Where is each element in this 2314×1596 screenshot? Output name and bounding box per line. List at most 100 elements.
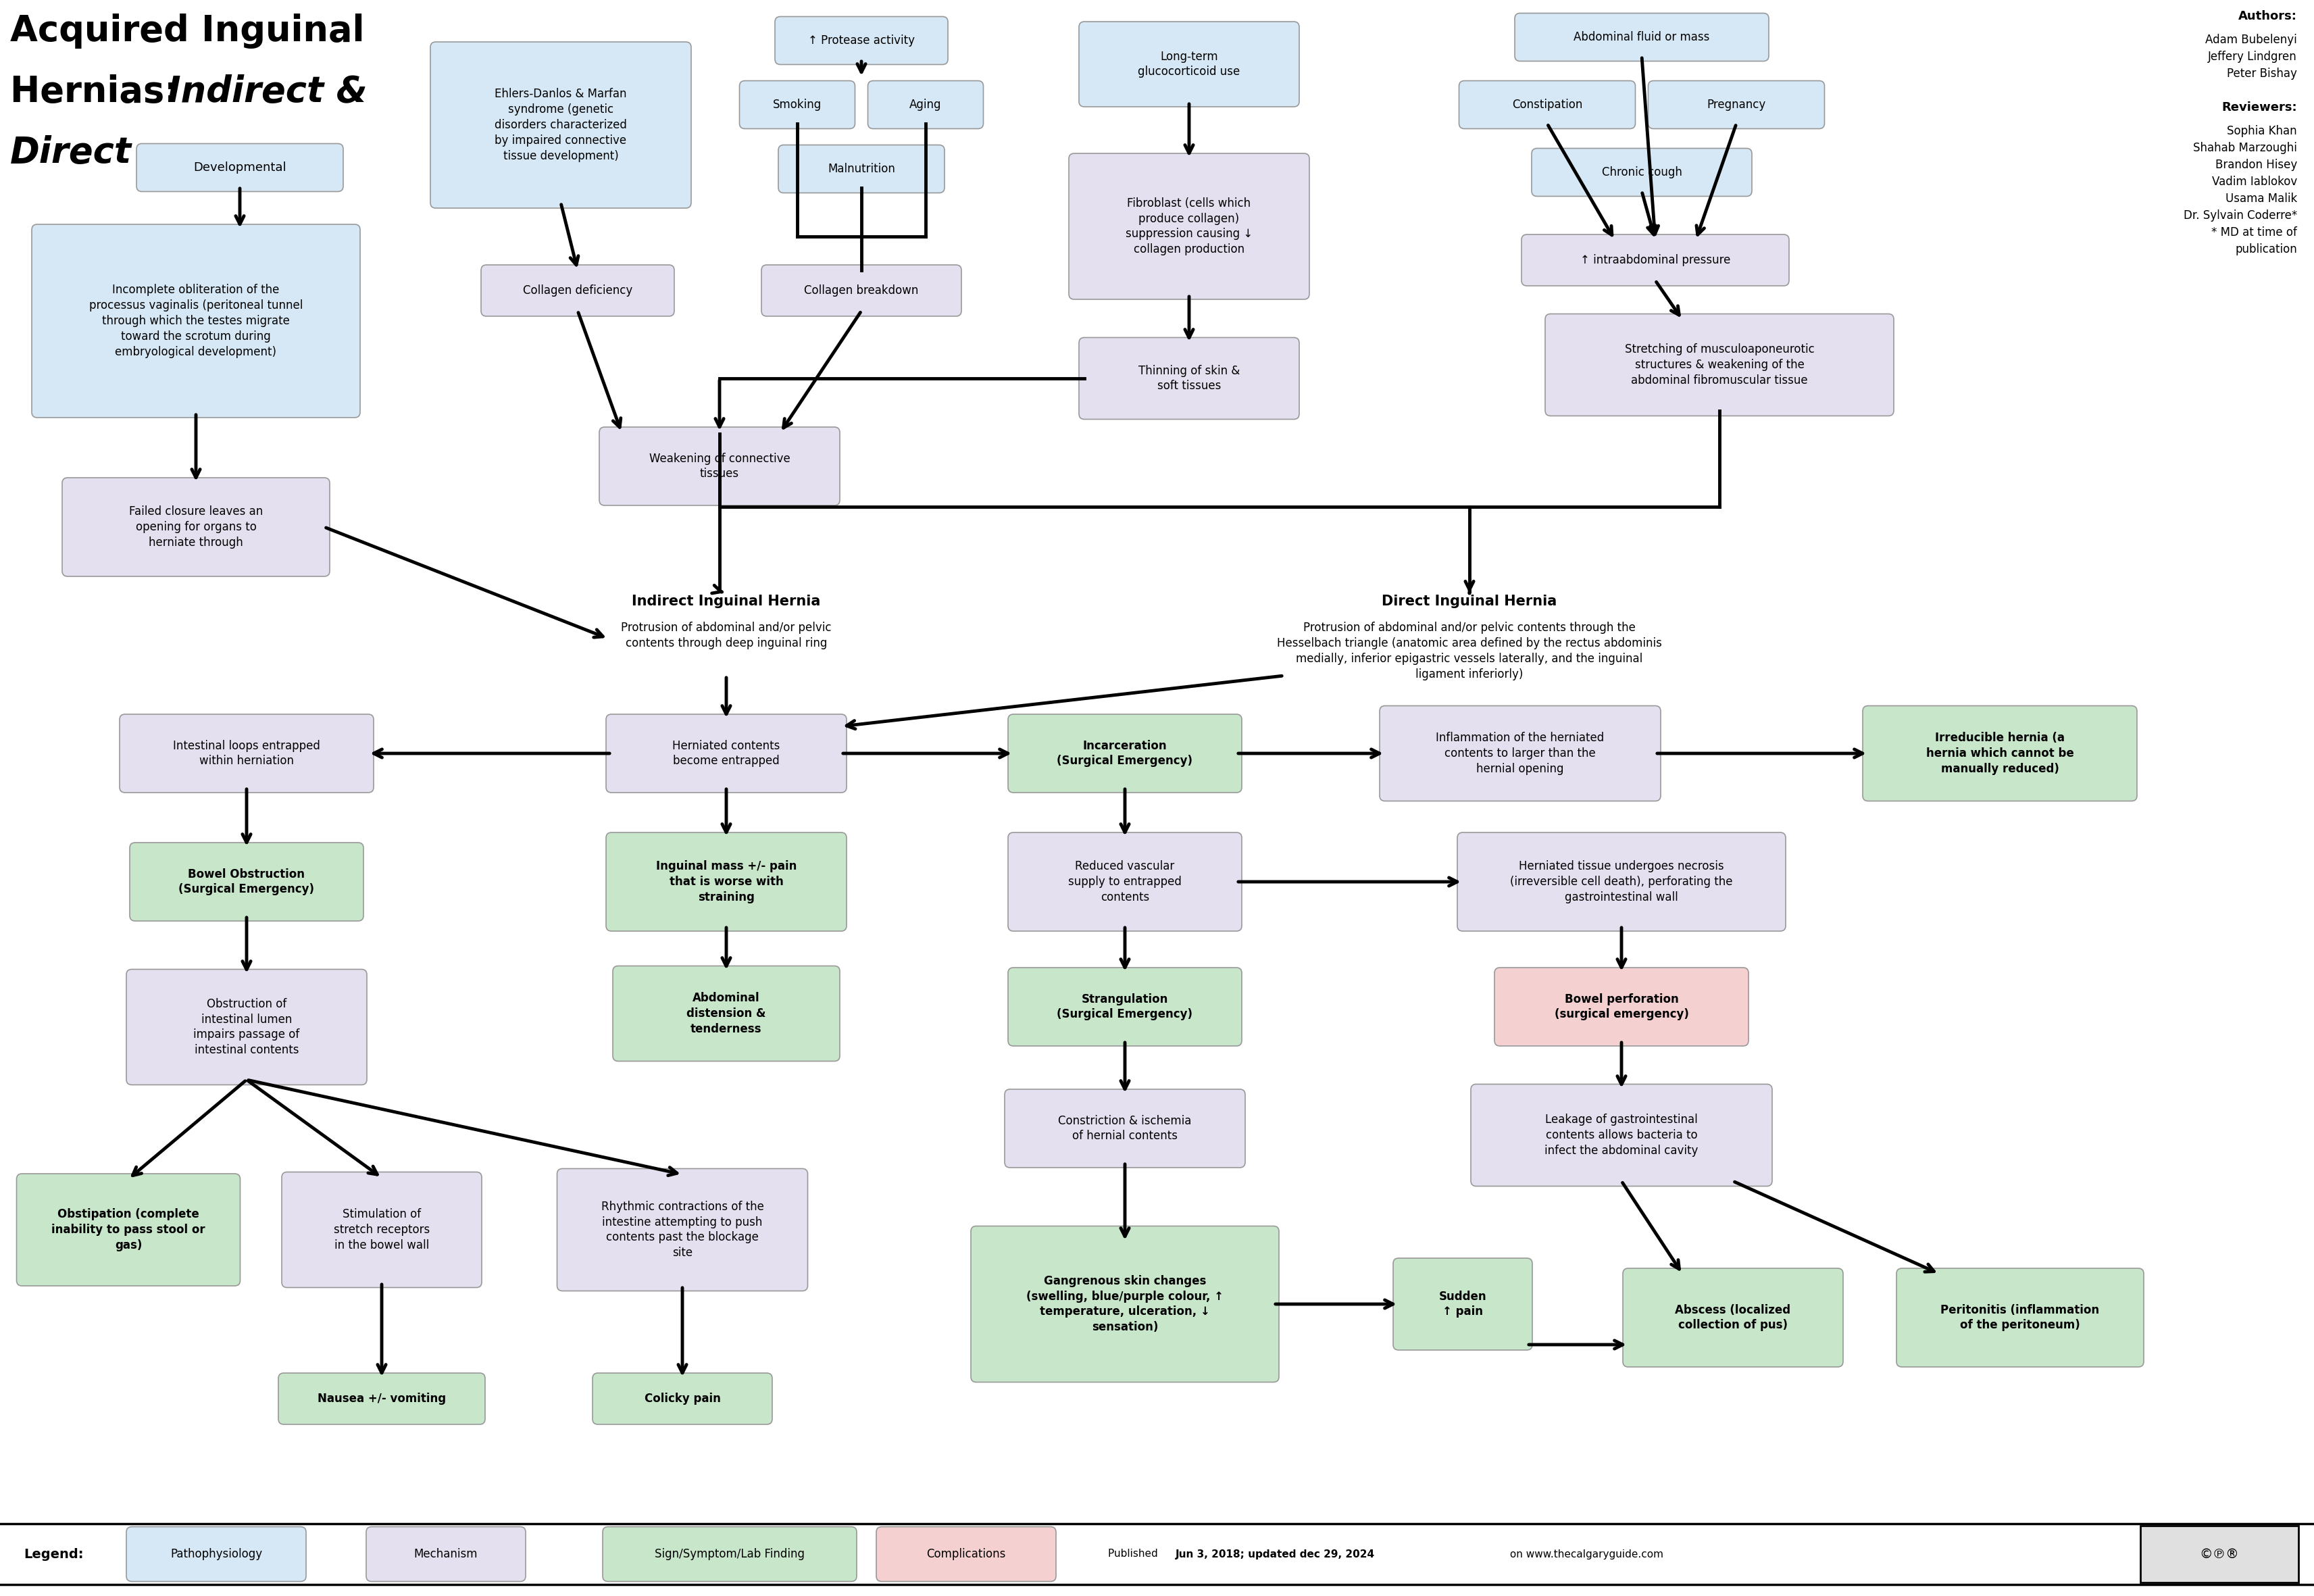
FancyBboxPatch shape — [558, 1168, 808, 1291]
FancyBboxPatch shape — [606, 833, 847, 930]
Text: Abdominal
distension &
tenderness: Abdominal distension & tenderness — [687, 993, 766, 1036]
Text: Hernias:: Hernias: — [9, 75, 192, 110]
FancyBboxPatch shape — [1532, 148, 1752, 196]
Text: Herniated contents
become entrapped: Herniated contents become entrapped — [673, 739, 780, 768]
Text: Acquired Inguinal: Acquired Inguinal — [9, 13, 366, 48]
Text: ↑ Protease activity: ↑ Protease activity — [808, 35, 914, 46]
Text: Abscess (localized
collection of pus): Abscess (localized collection of pus) — [1675, 1304, 1791, 1331]
Text: Pathophysiology: Pathophysiology — [171, 1548, 261, 1561]
FancyBboxPatch shape — [1069, 153, 1310, 300]
FancyBboxPatch shape — [1078, 22, 1298, 107]
FancyBboxPatch shape — [2140, 1526, 2298, 1583]
Text: Sophia Khan
Shahab Marzoughi
Brandon Hisey
Vadim Iablokov
Usama Malik
Dr. Sylvai: Sophia Khan Shahab Marzoughi Brandon His… — [2184, 124, 2298, 255]
FancyBboxPatch shape — [1009, 715, 1243, 793]
FancyBboxPatch shape — [1458, 833, 1786, 930]
Text: Developmental: Developmental — [194, 161, 287, 174]
Text: Obstruction of
intestinal lumen
impairs passage of
intestinal contents: Obstruction of intestinal lumen impairs … — [194, 998, 301, 1057]
FancyBboxPatch shape — [1622, 1269, 1842, 1366]
FancyBboxPatch shape — [1863, 705, 2138, 801]
Text: Reduced vascular
supply to entrapped
contents: Reduced vascular supply to entrapped con… — [1069, 860, 1182, 903]
FancyBboxPatch shape — [1897, 1269, 2143, 1366]
Text: Inflammation of the herniated
contents to larger than the
hernial opening: Inflammation of the herniated contents t… — [1437, 733, 1604, 776]
Text: Failed closure leaves an
opening for organs to
herniate through: Failed closure leaves an opening for org… — [130, 506, 264, 549]
Text: Collagen deficiency: Collagen deficiency — [523, 284, 632, 297]
Text: on www.thecalgaryguide.com: on www.thecalgaryguide.com — [1506, 1550, 1664, 1559]
Text: Irreducible hernia (a
hernia which cannot be
manually reduced): Irreducible hernia (a hernia which canno… — [1925, 733, 2073, 776]
FancyBboxPatch shape — [778, 145, 944, 193]
Text: Reviewers:: Reviewers: — [2221, 102, 2298, 113]
FancyBboxPatch shape — [278, 1373, 486, 1424]
Text: Stretching of musculoaponeurotic
structures & weakening of the
abdominal fibromu: Stretching of musculoaponeurotic structu… — [1624, 343, 1814, 386]
Text: Constipation: Constipation — [1511, 99, 1583, 110]
FancyBboxPatch shape — [602, 1527, 856, 1582]
Text: Indirect Inguinal Hernia: Indirect Inguinal Hernia — [632, 595, 821, 608]
Text: Herniated tissue undergoes necrosis
(irreversible cell death), perforating the
g: Herniated tissue undergoes necrosis (irr… — [1511, 860, 1733, 903]
FancyBboxPatch shape — [1523, 235, 1789, 286]
Text: Nausea +/- vomiting: Nausea +/- vomiting — [317, 1393, 447, 1404]
Text: Rhythmic contractions of the
intestine attempting to push
contents past the bloc: Rhythmic contractions of the intestine a… — [602, 1200, 764, 1259]
FancyBboxPatch shape — [1516, 13, 1768, 61]
Text: Incarceration
(Surgical Emergency): Incarceration (Surgical Emergency) — [1057, 739, 1192, 768]
Text: ©℗®: ©℗® — [2201, 1548, 2240, 1561]
FancyBboxPatch shape — [32, 225, 361, 418]
FancyBboxPatch shape — [1546, 314, 1893, 417]
Text: Adam Bubelenyi
Jeffery Lindgren
Peter Bishay: Adam Bubelenyi Jeffery Lindgren Peter Bi… — [2205, 34, 2298, 80]
Text: Ehlers-Danlos & Marfan
syndrome (genetic
disorders characterized
by impaired con: Ehlers-Danlos & Marfan syndrome (genetic… — [495, 88, 627, 163]
FancyBboxPatch shape — [282, 1171, 481, 1288]
FancyBboxPatch shape — [366, 1527, 525, 1582]
Text: Pregnancy: Pregnancy — [1708, 99, 1766, 110]
Text: Stimulation of
stretch receptors
in the bowel wall: Stimulation of stretch receptors in the … — [333, 1208, 430, 1251]
Text: Malnutrition: Malnutrition — [828, 163, 896, 176]
FancyBboxPatch shape — [1472, 1084, 1773, 1186]
FancyBboxPatch shape — [430, 41, 692, 207]
FancyBboxPatch shape — [137, 144, 342, 192]
Text: Indirect &: Indirect & — [167, 75, 368, 110]
Text: Aging: Aging — [909, 99, 942, 110]
FancyBboxPatch shape — [740, 81, 854, 129]
FancyBboxPatch shape — [127, 1527, 305, 1582]
FancyBboxPatch shape — [775, 16, 949, 64]
Text: Protrusion of abdominal and/or pelvic contents through the
Hesselbach triangle (: Protrusion of abdominal and/or pelvic co… — [1277, 622, 1661, 680]
Text: Long-term
glucocorticoid use: Long-term glucocorticoid use — [1138, 51, 1240, 78]
FancyBboxPatch shape — [599, 428, 840, 506]
Text: Thinning of skin &
soft tissues: Thinning of skin & soft tissues — [1138, 364, 1240, 393]
Text: Mechanism: Mechanism — [414, 1548, 477, 1561]
Text: Peritonitis (inflammation
of the peritoneum): Peritonitis (inflammation of the periton… — [1941, 1304, 2099, 1331]
Text: Direct Inguinal Hernia: Direct Inguinal Hernia — [1381, 595, 1557, 608]
FancyBboxPatch shape — [481, 265, 673, 316]
Text: Sudden
↑ pain: Sudden ↑ pain — [1439, 1290, 1486, 1318]
Text: Authors:: Authors: — [2238, 10, 2298, 22]
Text: Constriction & ischemia
of hernial contents: Constriction & ischemia of hernial conte… — [1057, 1114, 1192, 1143]
Text: Bowel perforation
(surgical emergency): Bowel perforation (surgical emergency) — [1555, 993, 1689, 1020]
FancyBboxPatch shape — [592, 1373, 773, 1424]
FancyBboxPatch shape — [1009, 967, 1243, 1045]
FancyBboxPatch shape — [1004, 1088, 1245, 1168]
Text: ↑ intraabdominal pressure: ↑ intraabdominal pressure — [1580, 254, 1731, 267]
FancyBboxPatch shape — [1009, 833, 1243, 930]
FancyBboxPatch shape — [1460, 81, 1636, 129]
FancyBboxPatch shape — [120, 715, 373, 793]
FancyBboxPatch shape — [972, 1226, 1280, 1382]
FancyBboxPatch shape — [606, 715, 847, 793]
Text: Intestinal loops entrapped
within herniation: Intestinal loops entrapped within hernia… — [174, 739, 319, 768]
FancyBboxPatch shape — [1648, 81, 1823, 129]
Text: Incomplete obliteration of the
processus vaginalis (peritoneal tunnel
through wh: Incomplete obliteration of the processus… — [88, 284, 303, 358]
Text: Direct: Direct — [9, 136, 132, 171]
Text: Gangrenous skin changes
(swelling, blue/purple colour, ↑
temperature, ulceration: Gangrenous skin changes (swelling, blue/… — [1027, 1275, 1224, 1333]
FancyBboxPatch shape — [868, 81, 983, 129]
Text: Fibroblast (cells which
produce collagen)
suppression causing ↓
collagen product: Fibroblast (cells which produce collagen… — [1125, 196, 1252, 255]
FancyBboxPatch shape — [613, 966, 840, 1061]
Text: Weakening of connective
tissues: Weakening of connective tissues — [648, 452, 789, 480]
FancyBboxPatch shape — [761, 265, 960, 316]
FancyBboxPatch shape — [16, 1173, 241, 1286]
FancyBboxPatch shape — [1393, 1258, 1532, 1350]
Text: Collagen breakdown: Collagen breakdown — [805, 284, 919, 297]
Text: Published: Published — [1108, 1550, 1162, 1559]
FancyBboxPatch shape — [1379, 705, 1661, 801]
Text: Smoking: Smoking — [773, 99, 821, 110]
Text: Chronic cough: Chronic cough — [1601, 166, 1682, 179]
Text: Leakage of gastrointestinal
contents allows bacteria to
infect the abdominal cav: Leakage of gastrointestinal contents all… — [1546, 1114, 1698, 1157]
Text: Obstipation (complete
inability to pass stool or
gas): Obstipation (complete inability to pass … — [51, 1208, 206, 1251]
FancyBboxPatch shape — [877, 1527, 1055, 1582]
Text: Colicky pain: Colicky pain — [643, 1393, 720, 1404]
